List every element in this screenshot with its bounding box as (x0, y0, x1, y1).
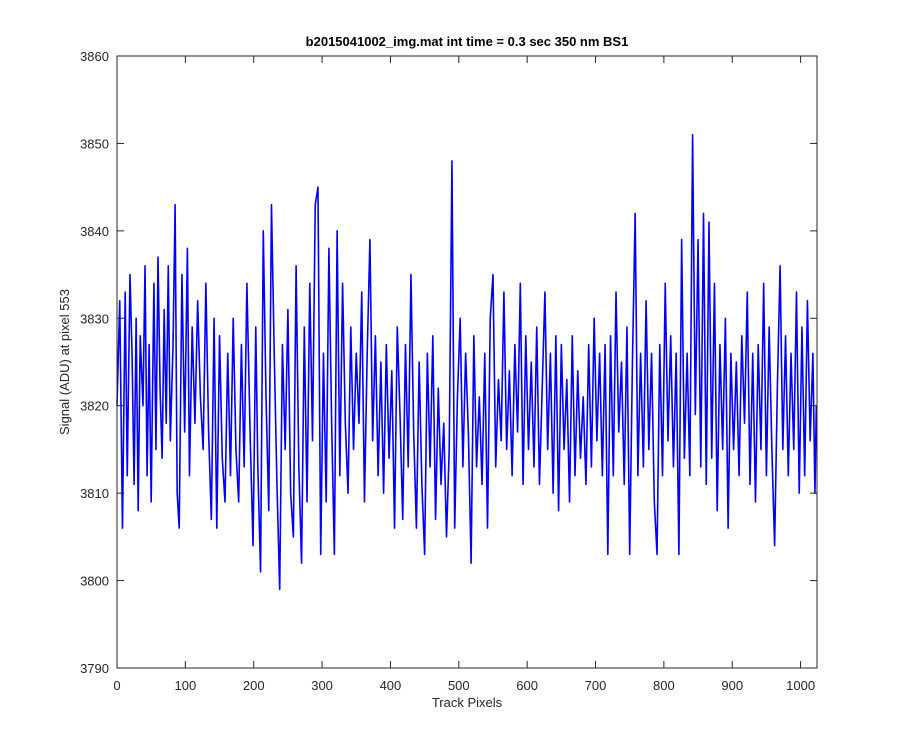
x-tick-label: 700 (585, 678, 607, 693)
y-tick-label: 3860 (80, 49, 109, 64)
y-tick-label: 3810 (80, 486, 109, 501)
plot-axes-box (116, 55, 818, 669)
x-axis-label: Track Pixels (432, 695, 503, 710)
y-tick-label: 3790 (80, 661, 109, 676)
x-tick-label: 300 (311, 678, 333, 693)
series-layer (116, 133, 818, 591)
x-tick-label: 900 (721, 678, 743, 693)
x-axis-ticks: 0 100 200 300 400 500 600 700 800 900 1000 (113, 56, 815, 693)
y-tick-label: 3830 (80, 311, 109, 326)
y-tick-label: 3820 (80, 399, 109, 414)
chart-title: b2015041002_img.mat int time = 0.3 sec 3… (306, 34, 629, 49)
x-tick-label: 400 (380, 678, 402, 693)
series-line-0 (116, 133, 818, 591)
x-tick-label: 200 (243, 678, 265, 693)
x-tick-label: 500 (448, 678, 470, 693)
x-tick-label: 800 (653, 678, 675, 693)
x-tick-label: 600 (516, 678, 538, 693)
y-tick-label: 3850 (80, 136, 109, 151)
y-axis-ticks: 3790 3800 3810 3820 3830 3840 3850 3860 (80, 49, 817, 676)
y-tick-label: 3800 (80, 574, 109, 589)
plot-background (117, 56, 817, 668)
y-tick-label: 3840 (80, 224, 109, 239)
y-axis-label: Signal (ADU) at pixel 553 (57, 289, 72, 435)
x-tick-label: 1000 (786, 678, 815, 693)
x-tick-label: 100 (175, 678, 197, 693)
x-tick-label: 0 (113, 678, 120, 693)
